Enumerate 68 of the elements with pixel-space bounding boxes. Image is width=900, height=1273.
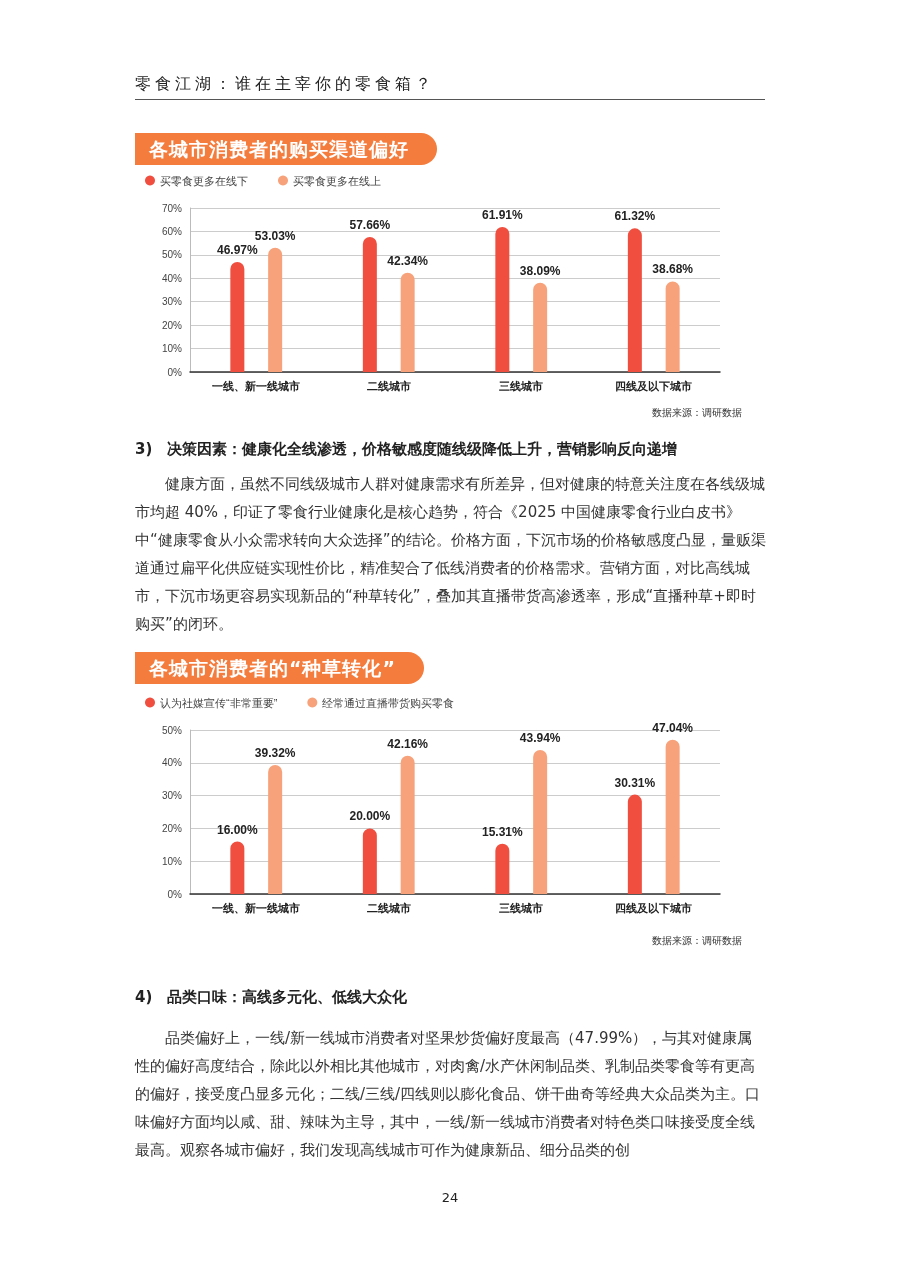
bar <box>362 236 377 372</box>
data-label: 61.32% <box>614 209 656 224</box>
text: 品类偏好上，一线/新一线城市消费者对坚果炒货偏好度最高（47.99%），与其对健康属性的偏好高度结合，除此以外相比其他城市，对肉禽/水产休闲制品类、乳制品类零食等有更高的偏好，接受度凸显多元化；二线/三线/四线则以膨化食品、饼干曲奇等经典大众品类为主。口味偏好方面均以咸、甜、辣味为主导，其中，一线/新一线城市消费者对特色类口味接受度全线最高。观察各城市偏好，我们发现高线城市可作为健康新品、细分品类的创 <box>135 1028 762 1161</box>
x-tick-label: 四线及以下城市 <box>615 901 693 914</box>
data-label: 20.00% <box>349 809 391 824</box>
data-label: 42.34% <box>387 253 429 268</box>
bar <box>362 828 377 894</box>
text: 24 <box>440 1190 460 1205</box>
y-tick-label: 20% <box>161 822 183 834</box>
y-tick-label: 10% <box>161 343 183 355</box>
legend-label: 买零食更多在线上 <box>293 174 381 187</box>
y-tick-label: 30% <box>161 296 183 308</box>
bar <box>268 765 283 894</box>
y-tick-label: 40% <box>161 272 183 284</box>
y-tick-label: 50% <box>161 249 183 261</box>
bar <box>495 226 510 372</box>
data-label: 39.32% <box>254 746 296 761</box>
data-label: 30.31% <box>614 775 656 790</box>
source-note: 数据来源：调研数据 <box>652 934 742 948</box>
x-tick-label: 三线城市 <box>499 901 544 914</box>
data-label: 15.31% <box>482 824 524 839</box>
bar <box>400 755 415 894</box>
text: 健康方面，虽然不同线级城市人群对健康需求有所差异，但对健康的特意关注度在各线级城市均超 40%，印证了零食行业健康化是核心趋势，符合《2025 中国健康零食行业白皮书》中“健康零食从小众需求转向大众选择”的结论。价格方面，下沉市场的价格敏感度凸显，量贩渠道通过扁平化供应链实现性价比，精准契合了低线消费者的价格需求。营销方面，对比高线城市，下沉市场更容易实现新品的“种草转化”，叠加其直播带货高渗透率，形成“直播种草+即时购买”的闭环。 <box>135 474 767 635</box>
data-label: 42.16% <box>387 736 429 751</box>
x-tick-label: 三线城市 <box>499 379 544 392</box>
bar <box>268 247 283 372</box>
bar <box>230 261 245 372</box>
bar <box>627 228 642 372</box>
data-label: 57.66% <box>349 217 391 232</box>
data-label: 43.94% <box>519 730 561 745</box>
bar <box>495 843 510 894</box>
x-tick-label: 二线城市 <box>366 901 411 914</box>
bar <box>400 272 415 372</box>
data-label: 38.09% <box>519 263 561 278</box>
bar <box>533 282 548 372</box>
source-note: 数据来源：调研数据 <box>652 406 742 420</box>
data-label: 61.91% <box>482 207 524 222</box>
y-tick-label: 70% <box>161 202 183 214</box>
bar <box>665 739 680 894</box>
chart-title: 各城市消费者的购买渠道偏好 <box>135 133 437 165</box>
legend-label: 买零食更多在线下 <box>160 174 248 187</box>
y-tick-label: 50% <box>161 724 183 736</box>
text: 零食江湖：谁在主宰你的零食箱？ <box>135 74 765 100</box>
text: 4) 品类口味：高线多元化、低线大众化 <box>135 988 409 1007</box>
data-label: 46.97% <box>217 242 259 257</box>
legend-label: 认为社媒宣传“非常重要” <box>160 696 278 709</box>
x-tick-label: 一线、新一线城市 <box>212 901 301 914</box>
y-tick-label: 20% <box>161 319 183 331</box>
data-label: 53.03% <box>254 228 296 243</box>
x-tick-label: 四线及以下城市 <box>615 379 693 392</box>
x-tick-label: 二线城市 <box>366 379 411 392</box>
y-tick-label: 40% <box>161 757 183 769</box>
data-label: 47.04% <box>652 720 694 735</box>
text: 3) 决策因素：健康化全线渗透，价格敏感度随线级降低上升，营销影响反向递增 <box>135 440 679 459</box>
data-label: 38.68% <box>652 262 694 277</box>
bar <box>230 841 245 894</box>
bar <box>665 281 680 372</box>
bar <box>627 794 642 894</box>
y-tick-label: 30% <box>161 790 183 802</box>
chart-title: 各城市消费者的“种草转化” <box>135 652 424 684</box>
bar <box>533 749 548 894</box>
y-tick-label: 0% <box>167 888 183 900</box>
y-tick-label: 0% <box>167 366 183 378</box>
x-tick-label: 一线、新一线城市 <box>212 379 301 392</box>
y-tick-label: 60% <box>161 225 183 237</box>
legend-label: 经常通过直播带货购买零食 <box>322 696 455 709</box>
y-tick-label: 10% <box>161 855 183 867</box>
data-label: 16.00% <box>217 822 259 837</box>
